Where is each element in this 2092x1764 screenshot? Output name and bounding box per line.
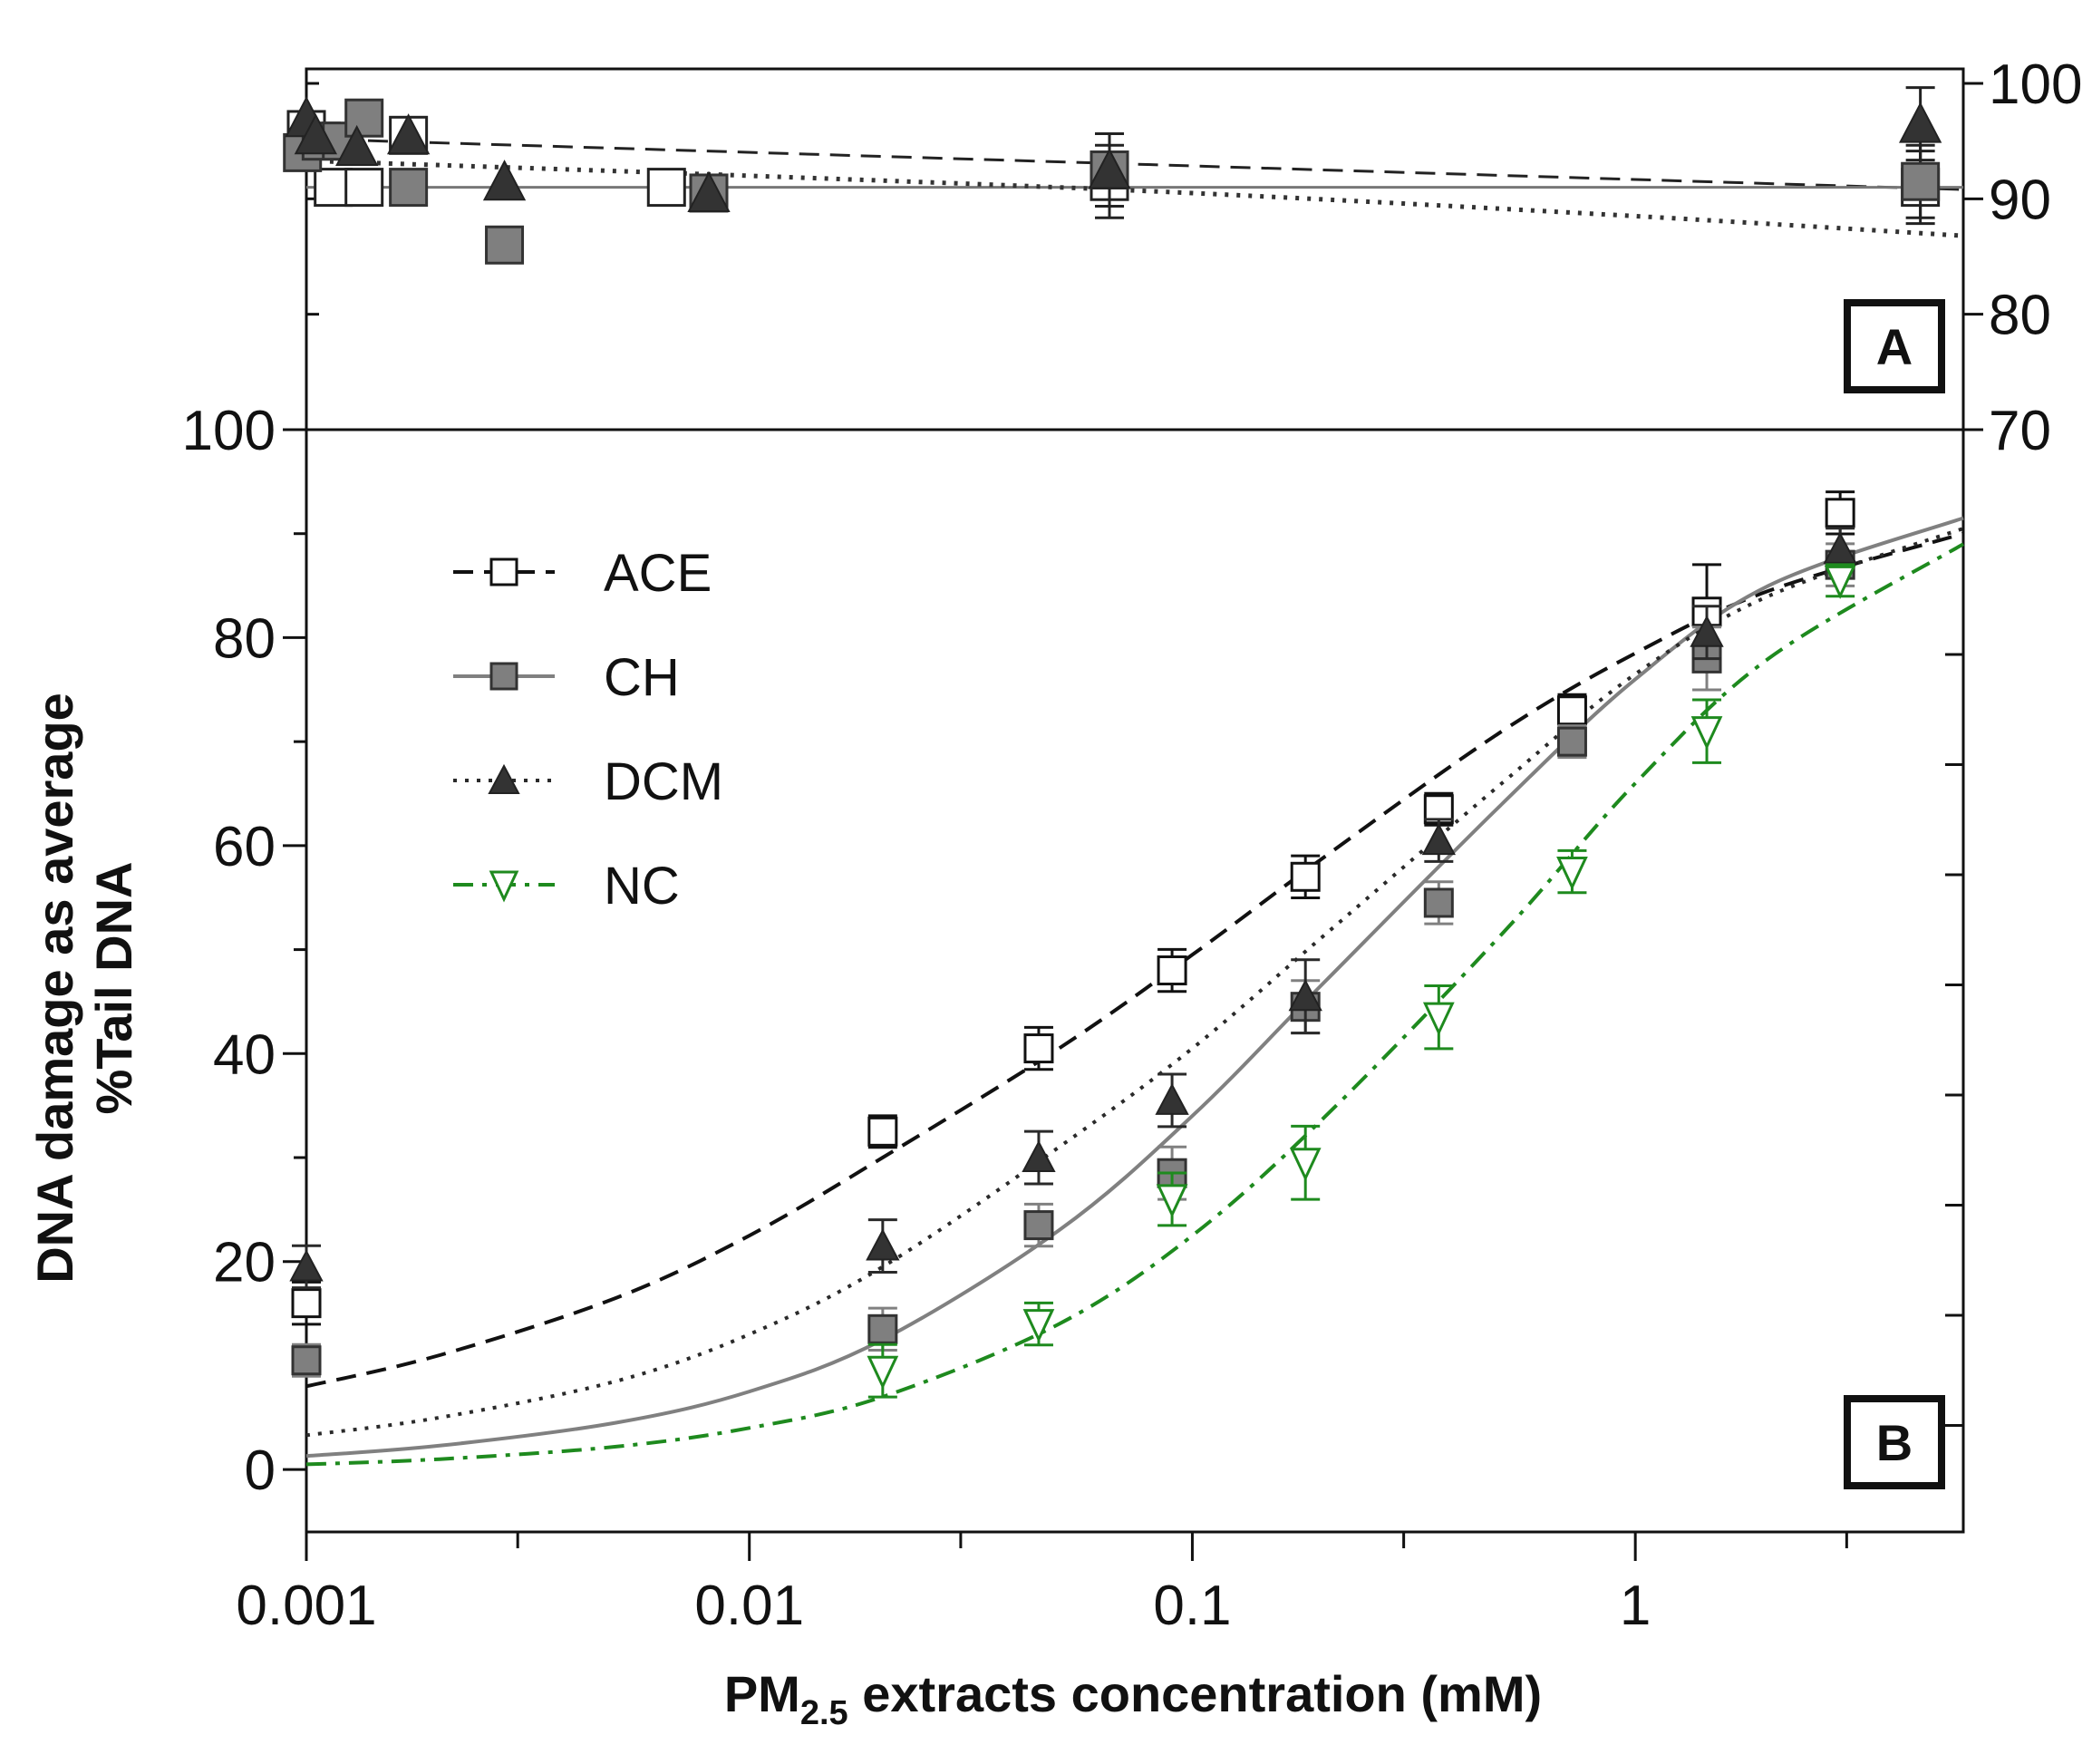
panel-a-y-tick-label: 80 [1989, 285, 2051, 347]
panel-b-point-nc [1289, 1148, 1322, 1182]
panel-a-point-ch [344, 98, 384, 138]
panel-b-point-ace [1290, 861, 1321, 892]
panel-b-point-ace [1556, 695, 1587, 726]
panel-b-label: B [1876, 1414, 1913, 1471]
panel-b-label-box [1844, 1395, 1945, 1489]
panel-b-point-ace [867, 1116, 898, 1147]
panel-b-point-ace [291, 1288, 322, 1319]
panel-b-y-tick-label: 0 [245, 1439, 276, 1502]
panel-b-point-ch [291, 1345, 322, 1376]
data-points [283, 86, 1942, 1399]
panel-b-point-ch [1023, 1210, 1054, 1241]
panel-a-point-dcm [482, 160, 527, 201]
x-tick-label: 1 [1620, 1575, 1651, 1637]
panel-a-label-box [1844, 299, 1945, 393]
panel-b-point-nc [867, 1355, 899, 1390]
panel-b-point-dcm [1155, 1082, 1189, 1115]
panel-b-point-nc [1156, 1184, 1188, 1218]
legend-label-ace: ACE [604, 544, 712, 603]
panel-b-y-tick-label: 60 [213, 816, 276, 878]
panel-b-point-dcm [1823, 531, 1857, 564]
legend-label-ch: CH [604, 648, 680, 707]
panel-b-point-dcm [1288, 979, 1322, 1012]
panel-b-fit-nc [305, 542, 1965, 1467]
plot-frames [305, 67, 1965, 1534]
panel-a-y-tick-label: 100 [1989, 53, 2082, 116]
fit-curves [305, 137, 1965, 1467]
x-tick-label: 0.001 [236, 1575, 376, 1637]
x-axis-title: PM2.5 extracts concentration (mM) [724, 1665, 1542, 1732]
panel-b-y-tick-label: 20 [213, 1232, 276, 1294]
panel-b-point-ace [1023, 1033, 1054, 1064]
panel-a-frame [305, 67, 1965, 431]
panel-b-point-nc [1422, 1002, 1455, 1036]
panel-a-fit-dcm [305, 158, 1964, 238]
panel-b-point-dcm [1421, 823, 1456, 856]
panel-b-frame [305, 428, 1965, 1534]
panel-b-point-nc [1022, 1309, 1055, 1343]
y-axis-title-line1: DNA damage as average [26, 693, 83, 1284]
panel-b-fit-ace [305, 531, 1964, 1389]
panel-b-point-nc [1556, 857, 1588, 891]
panel-a-point-dcm [386, 113, 431, 155]
panel-b-point-dcm [866, 1228, 900, 1261]
panel-b-point-dcm [1022, 1139, 1056, 1173]
legend-label-dcm: DCM [604, 752, 723, 811]
panel-b-point-dcm [1690, 615, 1724, 647]
text-labels: 70 80 90 100 0 20 40 60 80 100 0.001 0.01 0.1 1 A B PM2.… [26, 53, 2082, 1732]
panel-a-point-dcm [1898, 102, 1942, 143]
legend: ACE CH DCM NC [453, 544, 723, 916]
panel-a-y-tick-label: 70 [1989, 400, 2051, 462]
panel-a-point-dcm [1088, 148, 1131, 189]
panel-a-point-ch [485, 225, 525, 265]
panel-a-point-ch [389, 168, 429, 208]
panel-b-point-ace [1157, 955, 1187, 986]
legend-marker-ch [489, 662, 518, 691]
legend-marker-dcm [488, 763, 520, 794]
x-tick-label: 0.01 [694, 1575, 804, 1637]
panel-a-point-dcm [294, 113, 338, 155]
panel-a-point-ace [344, 168, 384, 208]
legend-marker-nc [489, 870, 519, 903]
panel-a-point-ch [1901, 161, 1941, 201]
legend-marker-ace [489, 557, 518, 586]
panel-b-y-tick-label: 80 [213, 607, 276, 670]
panel-a-point-ace [646, 168, 686, 208]
panel-b-point-ch [867, 1313, 898, 1344]
panel-a-point-dcm [335, 124, 379, 167]
panel-b-point-ace [1825, 498, 1855, 528]
axis-ticks [283, 82, 1983, 1561]
y-axis-title-line2: %Tail DNA [85, 862, 142, 1115]
panel-b-point-ch [1423, 887, 1454, 918]
panel-a-point-dcm [687, 170, 731, 212]
panel-b-point-ch [1556, 726, 1587, 757]
panel-b-y-tick-label: 100 [182, 400, 276, 462]
legend-label-nc: NC [604, 857, 680, 916]
panel-a-label: A [1876, 318, 1913, 375]
panel-a-y-tick-label: 90 [1989, 169, 2051, 231]
panel-a-fit-ace [305, 137, 1964, 191]
x-tick-label: 0.1 [1153, 1575, 1231, 1637]
panel-b-y-tick-label: 40 [213, 1023, 276, 1086]
panel-b-point-dcm [289, 1249, 324, 1282]
panel-b-point-nc [1690, 716, 1723, 751]
panel-b-point-nc [1824, 565, 1856, 599]
